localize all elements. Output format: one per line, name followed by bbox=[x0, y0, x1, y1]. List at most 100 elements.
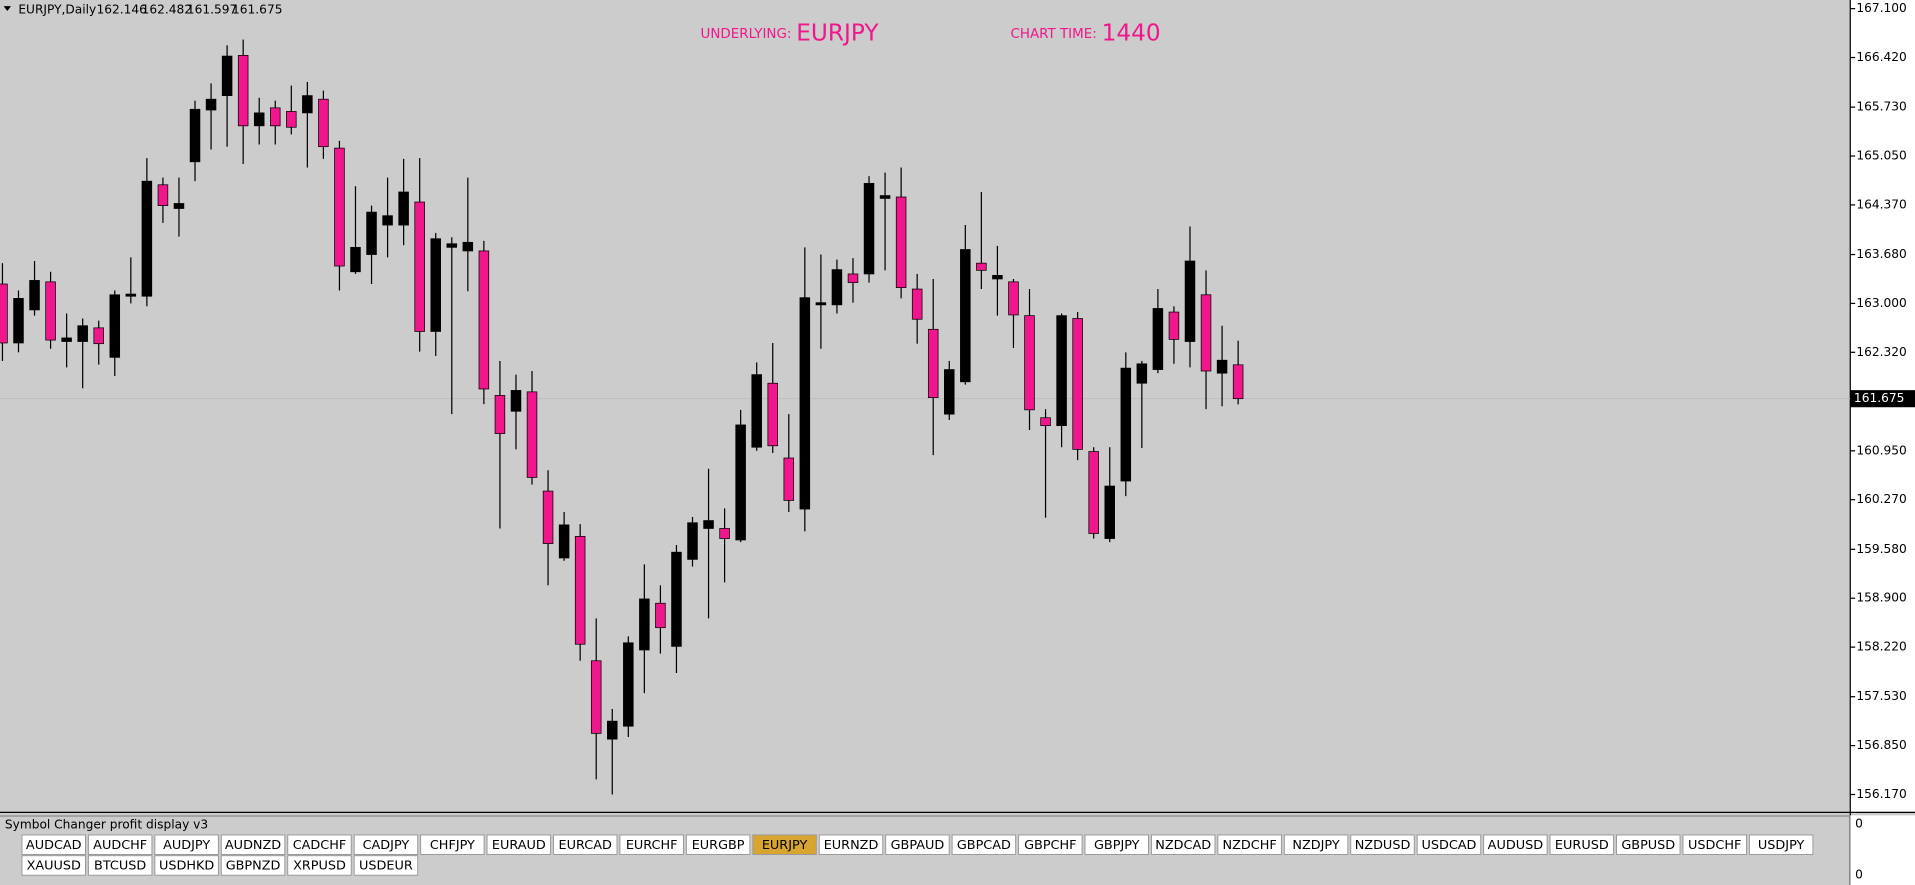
symbol-button[interactable]: CADCHF bbox=[287, 834, 352, 855]
button-face bbox=[1416, 834, 1482, 855]
button-label: NZDUSD bbox=[1355, 838, 1411, 853]
symbol-button[interactable]: EURAUD bbox=[486, 834, 552, 855]
symbol-button[interactable]: GBPUSD bbox=[1616, 834, 1681, 855]
y-tick-label: 163.000 bbox=[1856, 296, 1906, 310]
button-label: GBPJPY bbox=[1094, 838, 1140, 853]
y-tick-label: 164.370 bbox=[1856, 197, 1906, 211]
symbol-button[interactable]: BTCUSD bbox=[87, 855, 153, 876]
candle-body bbox=[863, 182, 875, 275]
button-face bbox=[1483, 834, 1548, 855]
open-value: 162.146 bbox=[96, 2, 146, 16]
candle-body bbox=[574, 536, 586, 645]
symbol-button[interactable]: CHFJPY bbox=[420, 834, 485, 855]
button-label: EURNZD bbox=[824, 838, 879, 853]
button-label: NZDCAD bbox=[1155, 838, 1211, 853]
symbol-button[interactable]: GBPCAD bbox=[951, 834, 1017, 855]
symbol-button[interactable]: EURGBP bbox=[685, 834, 751, 855]
button-face bbox=[353, 834, 419, 855]
button-label: AUDCHF bbox=[93, 838, 147, 853]
candle-body bbox=[125, 293, 137, 297]
button-label: EURUSD bbox=[1555, 838, 1609, 853]
symbol-button[interactable]: GBPNZD bbox=[220, 855, 286, 876]
button-label: AUDUSD bbox=[1488, 838, 1544, 853]
button-face bbox=[87, 834, 153, 855]
symbol-button[interactable]: GBPCHF bbox=[1018, 834, 1083, 855]
menu-arrow[interactable] bbox=[3, 6, 11, 11]
y-tick-label: 158.900 bbox=[1856, 591, 1906, 605]
candle-body bbox=[1056, 315, 1067, 427]
symbol-button[interactable]: GBPAUD bbox=[885, 834, 950, 855]
candle-body bbox=[510, 390, 522, 412]
candle-body bbox=[221, 55, 233, 96]
button-label: XRPUSD bbox=[293, 859, 346, 874]
close-value: 161.675 bbox=[232, 2, 282, 16]
candle-body bbox=[735, 424, 746, 541]
button-face bbox=[818, 834, 884, 855]
candle-body bbox=[1200, 294, 1212, 372]
symbol-button[interactable]: GBPJPY bbox=[1084, 834, 1150, 855]
symbol-button[interactable]: XRPUSD bbox=[287, 855, 352, 876]
button-label: USDCAD bbox=[1421, 838, 1476, 853]
last-price-label: 161.675 bbox=[1854, 391, 1904, 405]
candle-body bbox=[607, 720, 618, 740]
symbol-button[interactable]: AUDUSD bbox=[1483, 834, 1548, 855]
candle-body bbox=[1072, 318, 1083, 450]
candle-body bbox=[0, 283, 8, 344]
candle-body bbox=[751, 374, 762, 448]
symbol-button[interactable]: USDEUR bbox=[353, 855, 419, 876]
symbol-button[interactable]: NZDCHF bbox=[1217, 834, 1282, 855]
candle-body bbox=[687, 522, 698, 560]
y-tick-label: 156.170 bbox=[1856, 787, 1906, 801]
y-tick-label: 163.680 bbox=[1856, 247, 1906, 261]
candle-body bbox=[286, 111, 297, 128]
chart-time-label: CHART TIME: bbox=[1011, 27, 1097, 42]
candle-body bbox=[671, 551, 682, 647]
candle-body bbox=[494, 395, 506, 434]
symbol-button[interactable]: EURUSD bbox=[1549, 834, 1615, 855]
button-face bbox=[287, 834, 352, 855]
symbol-button[interactable]: AUDNZD bbox=[220, 834, 286, 855]
symbol-button[interactable]: USDCHF bbox=[1682, 834, 1747, 855]
candle-body bbox=[1216, 359, 1228, 374]
symbol-button[interactable]: XAUUSD bbox=[21, 855, 86, 876]
symbol-button[interactable]: AUDCAD bbox=[21, 834, 86, 855]
underlying-label: UNDERLYING: bbox=[701, 27, 792, 42]
candle-body bbox=[542, 490, 554, 544]
button-face bbox=[1682, 834, 1747, 855]
symbol-button[interactable]: NZDJPY bbox=[1283, 834, 1349, 855]
button-face bbox=[1150, 834, 1216, 855]
symbol-button[interactable]: EURNZD bbox=[818, 834, 884, 855]
button-face bbox=[885, 834, 950, 855]
y-tick-label: 162.320 bbox=[1856, 345, 1906, 359]
symbol-button[interactable]: AUDJPY bbox=[154, 834, 219, 855]
symbol-button[interactable]: USDHKD bbox=[154, 855, 219, 876]
button-face bbox=[154, 855, 219, 876]
candle-body bbox=[462, 241, 474, 252]
candle-body bbox=[1152, 308, 1164, 370]
candle-body bbox=[655, 602, 666, 629]
button-label: AUDCAD bbox=[26, 838, 82, 853]
candle-body bbox=[1008, 281, 1019, 316]
candle-body bbox=[109, 294, 121, 358]
symbol-button[interactable]: NZDUSD bbox=[1350, 834, 1415, 855]
symbol-button[interactable]: NZDCAD bbox=[1150, 834, 1216, 855]
symbol-button[interactable]: CADJPY bbox=[353, 834, 419, 855]
button-face bbox=[87, 855, 153, 876]
candle-body bbox=[944, 369, 955, 415]
symbol-button[interactable]: EURJPY bbox=[752, 834, 817, 855]
y-tick-label: 165.730 bbox=[1856, 100, 1906, 114]
candle-body bbox=[430, 238, 441, 332]
candle-body bbox=[526, 391, 538, 478]
button-label: GBPAUD bbox=[891, 838, 945, 853]
symbol-button[interactable]: USDJPY bbox=[1748, 834, 1814, 855]
symbol-button[interactable]: EURCAD bbox=[553, 834, 618, 855]
panel-title: Symbol Changer profit display v3 bbox=[5, 818, 208, 832]
button-label: EURGBP bbox=[692, 838, 745, 853]
symbol-button[interactable]: EURCHF bbox=[619, 834, 684, 855]
candle-body bbox=[831, 269, 843, 306]
button-label: CADCHF bbox=[293, 838, 347, 853]
candle-body bbox=[895, 196, 907, 288]
symbol-button[interactable]: AUDCHF bbox=[87, 834, 153, 855]
symbol-button[interactable]: USDCAD bbox=[1416, 834, 1482, 855]
button-face bbox=[21, 855, 86, 876]
